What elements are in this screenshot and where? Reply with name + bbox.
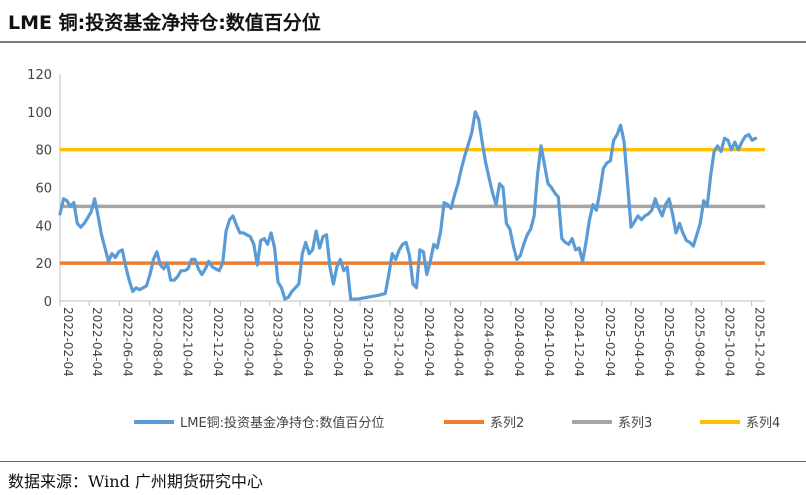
footer-divider — [0, 461, 806, 462]
x-tick-label: 2023-04-04 — [271, 307, 285, 377]
x-tick-label: 2024-04-04 — [452, 307, 466, 377]
x-tick-label: 2022-06-04 — [120, 307, 134, 377]
y-tick-label: 100 — [27, 106, 52, 121]
x-tick-label: 2025-12-04 — [753, 307, 767, 377]
line-chart: 0 20 40 60 80 100 120 2022-02-04 2022-04-04 2022-… — [27, 68, 780, 431]
x-tick-label: 2023-06-04 — [301, 307, 315, 377]
legend-label-2: 系列2 — [490, 416, 524, 431]
title-divider — [0, 41, 806, 43]
y-tick-label: 0 — [44, 295, 52, 310]
x-tick-label: 2024-10-04 — [542, 307, 556, 377]
y-tick-label: 60 — [35, 182, 52, 197]
x-tick-label: 2022-04-04 — [90, 307, 104, 377]
y-tick-label: 80 — [35, 144, 52, 159]
x-tick-label: 2025-06-04 — [662, 307, 676, 377]
legend-label-3: 系列3 — [618, 416, 652, 431]
x-tick-label: 2024-12-04 — [572, 307, 586, 377]
x-tick-label: 2022-10-04 — [181, 307, 195, 377]
y-tick-label: 120 — [27, 68, 52, 83]
series-line-1 — [58, 110, 758, 301]
legend-label-4: 系列4 — [746, 416, 780, 431]
data-source-note: 数据来源：Wind 广州期货研究中心 — [8, 472, 263, 491]
x-tick-label: 2025-08-04 — [692, 307, 706, 377]
x-tick-label: 2025-04-04 — [632, 307, 646, 377]
x-tick-label: 2022-02-04 — [61, 307, 75, 377]
x-tick-label: 2025-10-04 — [722, 307, 736, 377]
y-tick-label: 40 — [35, 219, 52, 234]
x-tick-label: 2023-12-04 — [391, 307, 405, 377]
y-tick-label: 20 — [35, 257, 52, 272]
chart-area: 0 20 40 60 80 100 120 2022-02-04 2022-04-04 2022-… — [0, 43, 806, 461]
chart-title: LME 铜:投资基金净持仓:数值百分位 — [8, 12, 321, 34]
legend-label-1: LME铜:投资基金净持仓:数值百分位 — [180, 415, 384, 431]
x-tick-label: 2023-10-04 — [361, 307, 375, 377]
x-tick-label: 2024-02-04 — [422, 307, 436, 377]
x-tick-label: 2022-12-04 — [211, 307, 225, 377]
x-tick-label: 2022-08-04 — [150, 307, 164, 377]
x-tick-label: 2025-02-04 — [603, 307, 617, 377]
x-tick-label: 2023-08-04 — [331, 307, 345, 377]
x-tick-label: 2023-02-04 — [241, 307, 255, 377]
x-tick-label: 2024-06-04 — [482, 307, 496, 377]
x-tick-label: 2024-08-04 — [512, 307, 526, 377]
